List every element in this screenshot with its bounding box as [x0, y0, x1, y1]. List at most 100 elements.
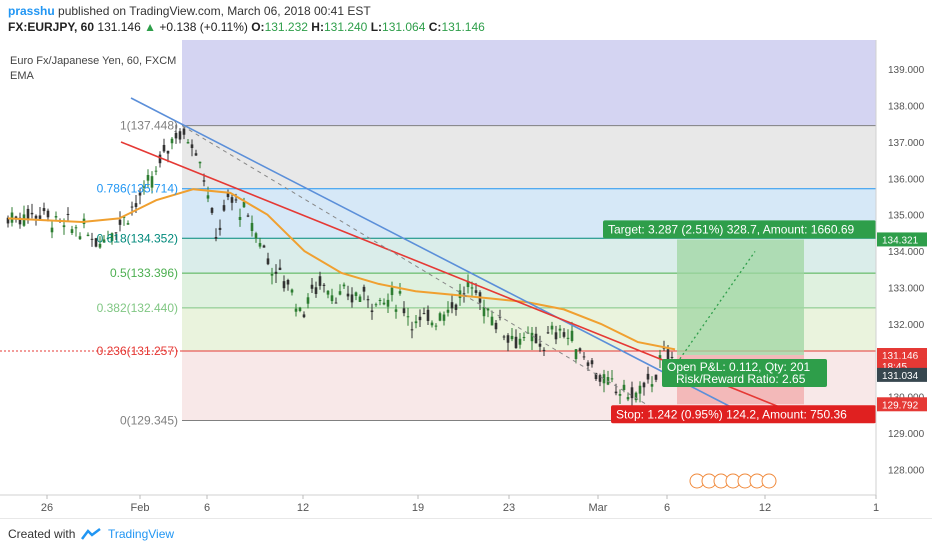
candle-body — [450, 302, 454, 309]
candle-body — [562, 332, 566, 337]
candle-body — [574, 349, 578, 360]
symbol-label: FX:EURJPY, 60 — [8, 20, 95, 34]
stop-label: Stop: 1.242 (0.95%) 124.2, Amount: 750.3… — [616, 407, 847, 421]
candle-body — [146, 174, 150, 181]
time-axis[interactable]: 26 Feb 6 12 19 23 Mar 6 12 1 — [41, 495, 879, 514]
close-value: 131.146 — [441, 20, 485, 34]
candle-body — [554, 332, 558, 340]
ohlc-line: FX:EURJPY, 60 131.146 ▲ +0.138 (+0.11%) … — [8, 20, 485, 34]
candle-body — [118, 219, 122, 225]
publish-line: prasshu published on TradingView.com, Ma… — [8, 4, 371, 18]
candle-body — [642, 382, 646, 388]
candle-body — [654, 374, 658, 380]
candle-body — [90, 238, 94, 240]
time-tick-label: 23 — [503, 502, 515, 514]
candle-body — [490, 316, 494, 326]
candle-body — [594, 372, 598, 380]
candle-body — [110, 233, 114, 242]
time-tick-label: 12 — [759, 502, 771, 514]
candle-body — [362, 286, 366, 292]
candle-body — [214, 237, 218, 239]
candle-body — [102, 239, 106, 243]
candle-body — [74, 227, 78, 229]
price-tick-label: 132.000 — [888, 320, 925, 331]
candle-body — [218, 227, 222, 230]
event-icon[interactable] — [761, 473, 777, 489]
candle-body — [298, 307, 302, 311]
candle-body — [254, 233, 258, 239]
chart-area[interactable]: 1(137.448) 0.786(135.714) 0.618(134.352) 0.… — [0, 40, 932, 518]
position-labels: Target: 3.287 (2.51%) 328.7, Amount: 166… — [603, 220, 876, 424]
candle-body — [54, 216, 58, 218]
candle-body — [506, 335, 510, 343]
candles — [6, 124, 674, 406]
candle-body — [558, 328, 562, 331]
up-arrow-icon: ▲ — [144, 20, 157, 34]
candle-body — [578, 348, 582, 351]
candle-body — [334, 302, 338, 304]
open-value: 131.232 — [264, 20, 308, 34]
candle-body — [42, 208, 46, 212]
candle-body — [406, 316, 410, 318]
price-tag-label: 131.034 — [882, 371, 919, 382]
fib-band — [182, 125, 876, 189]
events-row[interactable] — [689, 473, 777, 489]
candle-body — [410, 329, 414, 331]
candle-body — [258, 243, 262, 247]
tradingview-link[interactable]: TradingView — [108, 527, 175, 541]
candle-body — [470, 287, 474, 289]
candle-body — [62, 225, 66, 228]
candle-body — [658, 355, 662, 360]
candle-body — [250, 222, 254, 231]
candle-body — [646, 373, 650, 380]
price-tick-label: 137.000 — [888, 138, 925, 149]
candle-body — [422, 313, 426, 315]
candle-body — [286, 280, 290, 285]
candle-body — [626, 397, 630, 400]
header-bar: prasshu published on TradingView.com, Ma… — [0, 0, 932, 40]
candle-body — [598, 375, 602, 382]
candle-body — [614, 391, 618, 394]
price-tick-label: 135.000 — [888, 211, 925, 222]
candle-body — [378, 299, 382, 301]
low-label: L: — [370, 20, 383, 34]
fib-level-label: 0.236(131.257) — [97, 344, 178, 358]
candle-body — [186, 142, 190, 144]
price-chart[interactable]: 1(137.448) 0.786(135.714) 0.618(134.352) 0.… — [0, 40, 932, 518]
candle-body — [262, 245, 266, 248]
candle-body — [138, 192, 142, 196]
author-link[interactable]: prasshu — [8, 4, 55, 18]
time-tick-label: 6 — [204, 502, 210, 514]
candle-body — [370, 310, 374, 313]
open-label: O: — [251, 20, 265, 34]
price-axis[interactable]: 139.000 138.000 137.000 136.000 135.000 134.0… — [888, 65, 925, 476]
price-tick-label: 138.000 — [888, 102, 925, 113]
candle-body — [670, 356, 674, 358]
candle-body — [350, 294, 354, 303]
candle-body — [374, 304, 378, 306]
candle-body — [170, 138, 174, 144]
indicator-label: EMA — [10, 70, 35, 82]
candle-body — [518, 338, 522, 345]
candle-body — [530, 332, 534, 342]
candle-body — [190, 144, 194, 149]
candle-body — [494, 322, 498, 330]
pnl-label: Open P&L: 0.112, Qty: 201 — [667, 360, 811, 374]
candle-body — [30, 212, 34, 215]
time-tick-label: Mar — [589, 502, 608, 514]
price-tick-label: 128.000 — [888, 466, 925, 477]
time-tick-label: 6 — [664, 502, 670, 514]
candle-body — [582, 356, 586, 358]
candle-body — [462, 293, 466, 295]
candle-body — [106, 237, 110, 239]
candle-body — [542, 349, 546, 351]
candle-body — [498, 316, 502, 318]
candle-body — [618, 394, 622, 396]
rr-label: Risk/Reward Ratio: 2.65 — [676, 372, 806, 386]
candle-body — [510, 335, 514, 340]
candle-body — [70, 229, 74, 233]
footer: Created with TradingView — [0, 518, 932, 551]
candle-body — [174, 132, 178, 139]
candle-body — [310, 284, 314, 289]
